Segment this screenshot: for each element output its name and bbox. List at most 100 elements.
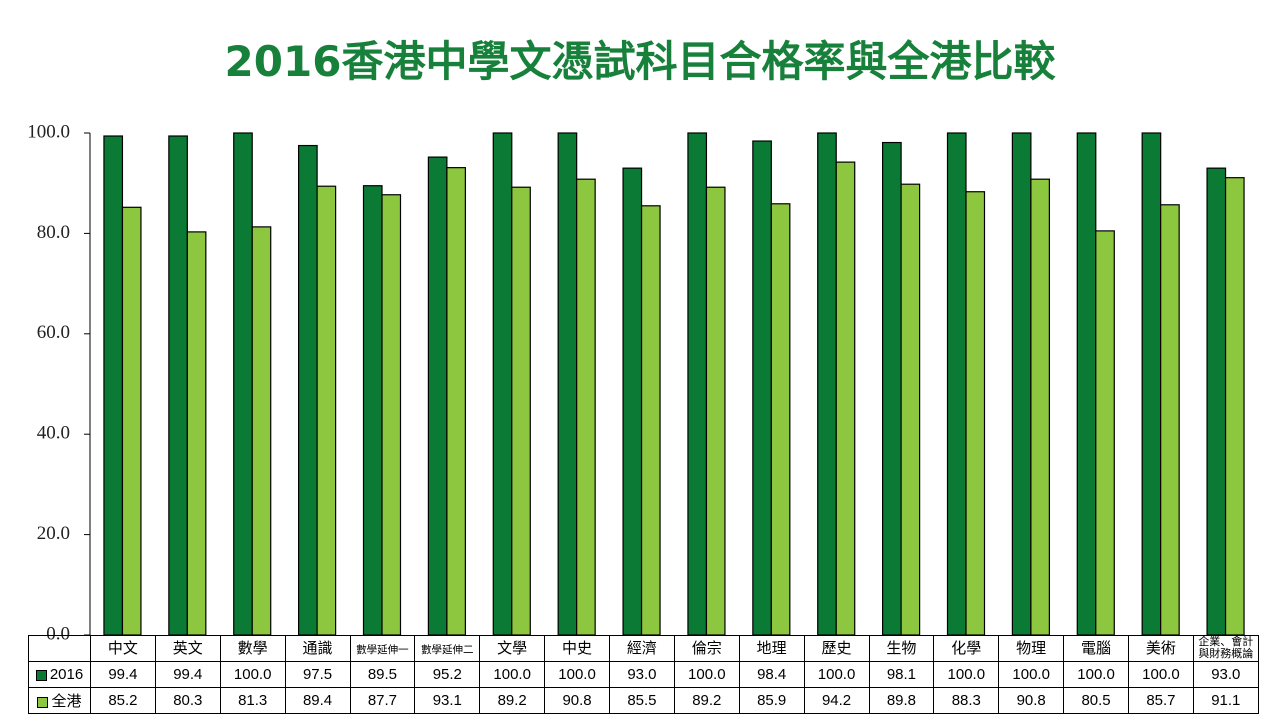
bar (121, 206, 142, 636)
value-cell: 90.8 (544, 687, 610, 714)
x-tick-label: 電腦 (1081, 640, 1112, 657)
value-cell: 99.4 (90, 661, 156, 688)
series-row: 全港 85.2 80.3 81.3 89.4 87.7 93.1 89.2 90.8 85.5 89… (28, 687, 1259, 714)
bar (103, 135, 124, 636)
bar (1076, 132, 1097, 636)
category-cell: 化學 (933, 635, 1000, 662)
value-cell: 93.0 (1192, 661, 1259, 688)
category-cell: 通識 (284, 635, 351, 662)
bar (946, 132, 967, 636)
category-cell: 數學延伸一 (349, 635, 416, 662)
corner-cell (28, 635, 91, 662)
value-cell: 80.5 (1063, 687, 1129, 714)
bar (900, 183, 921, 636)
bar (427, 156, 448, 636)
bar (752, 140, 772, 636)
bar (576, 178, 596, 636)
header-row: 中文 英文 數學 通識 數學延伸一 數學延伸二 文學 中史 經濟 倫宗 地理 歷史 生物 化學 物理 電腦 美術… (28, 635, 1259, 662)
value-cell: 100.0 (219, 661, 286, 688)
x-tick-label: 地理 (756, 640, 787, 657)
bar (965, 191, 986, 636)
legend-label: 2016 (49, 666, 84, 683)
y-tick-label: 20.0 (37, 523, 70, 544)
category-cell: 中史 (544, 635, 610, 662)
bar (446, 167, 466, 636)
category-cell: 經濟 (609, 635, 675, 662)
x-tick-label: 中文 (107, 640, 138, 657)
y-tick-label: 100.0 (27, 121, 70, 142)
category-cell: 電腦 (1063, 635, 1129, 662)
category-cell: 物理 (998, 635, 1065, 662)
bar (1160, 204, 1180, 636)
x-tick-label: 通識 (302, 640, 333, 657)
bar (622, 167, 643, 636)
bar (705, 186, 726, 636)
legend-cell: 2016 (28, 661, 91, 688)
x-tick-label: 生物 (886, 640, 917, 657)
value-cell: 85.7 (1128, 687, 1194, 714)
bar (298, 144, 318, 636)
x-tick-label: 物理 (1016, 640, 1047, 657)
category-cell: 文學 (479, 635, 546, 662)
x-tick-label: 經濟 (626, 640, 657, 657)
legend-swatch (37, 696, 49, 708)
chart-title: 2016香港中學文憑試科目合格率與全港比較 (224, 37, 1056, 86)
value-cell: 95.2 (414, 661, 481, 688)
y-tick-label: 40.0 (37, 423, 70, 444)
value-cell: 89.4 (284, 687, 351, 714)
bar (882, 141, 902, 636)
data-table: 中文 英文 數學 通識 數學延伸一 數學延伸二 文學 中史 經濟 倫宗 地理 歷史 生物 化學 物理 電腦 美術… (28, 635, 1259, 714)
value-cell: 100.0 (544, 661, 610, 688)
value-cell: 100.0 (479, 661, 546, 688)
legend-label: 全港 (51, 693, 82, 710)
x-tick-label: 化學 (951, 640, 982, 657)
bar (640, 205, 661, 636)
x-tick-label: 數學 (237, 640, 268, 657)
value-cell: 97.5 (284, 661, 351, 688)
bar (186, 231, 207, 636)
category-cell: 數學 (219, 635, 286, 662)
category-cell: 倫宗 (673, 635, 740, 662)
bar (1141, 132, 1162, 636)
bar (168, 135, 188, 636)
category-cell: 數學延伸二 (414, 635, 481, 662)
bar (835, 161, 856, 636)
value-cell: 89.2 (673, 687, 740, 714)
bar (492, 132, 513, 636)
value-cell: 99.4 (154, 661, 221, 688)
bar (817, 132, 837, 636)
bar (1206, 167, 1227, 636)
category-cell: 英文 (154, 635, 221, 662)
value-cell: 100.0 (1128, 661, 1194, 688)
bar (511, 186, 531, 636)
x-tick-label: 倫宗 (691, 640, 722, 657)
value-cell: 98.1 (868, 661, 935, 688)
series-row: 2016 99.4 99.4 100.0 97.5 89.5 95.2 100.0 100.0 9… (28, 661, 1259, 688)
category-cell: 美術 (1128, 635, 1194, 662)
value-cell: 100.0 (1063, 661, 1129, 688)
x-tick-label: 英文 (172, 640, 203, 657)
bar (1030, 178, 1050, 636)
value-cell: 88.3 (933, 687, 1000, 714)
value-cell: 93.0 (609, 661, 675, 688)
value-cell: 100.0 (933, 661, 1000, 688)
bar (1095, 230, 1115, 636)
bar (770, 203, 791, 636)
value-cell: 98.4 (738, 661, 805, 688)
category-cell: 歷史 (803, 635, 870, 662)
bar (1011, 132, 1032, 636)
legend-swatch (35, 669, 47, 681)
category-cell: 生物 (868, 635, 935, 662)
value-cell: 80.3 (154, 687, 221, 714)
x-tick-label: 文學 (497, 640, 528, 657)
bar (362, 185, 383, 636)
value-cell: 90.8 (998, 687, 1065, 714)
bar (233, 132, 253, 636)
category-cell: 中文 (90, 635, 156, 662)
value-cell: 87.7 (349, 687, 416, 714)
y-tick-label: 80.0 (37, 222, 70, 243)
bar (251, 226, 272, 636)
value-cell: 100.0 (803, 661, 870, 688)
